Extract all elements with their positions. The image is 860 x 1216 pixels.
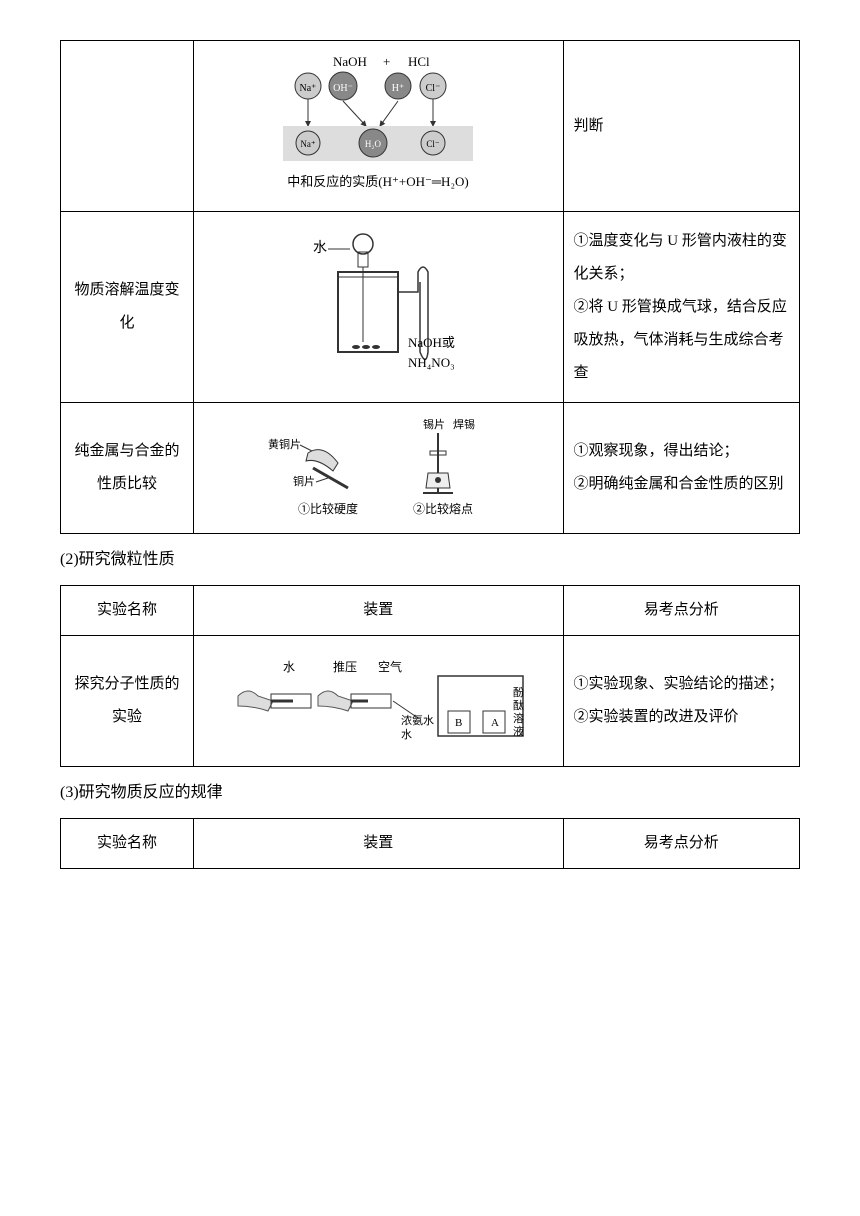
label-water: 水 [313, 240, 327, 256]
svg-text:B: B [455, 717, 462, 729]
label-naoh: NaOH [333, 54, 367, 69]
table-row-alloy: 纯金属与合金的性质比较 黄铜片 铜片 ①比较硬度 锡片 焊锡 ②比较熔点 ①观察… [61, 403, 800, 534]
table-header-row: 实验名称 装置 易考点分析 [61, 585, 800, 635]
table-row-dissolve: 物质溶解温度变化 水 NaOH或 NH₄NO₃ ①温度变化与 U 形管内液柱的变… [61, 212, 800, 403]
svg-text:水: 水 [283, 660, 295, 674]
svg-text:Na⁺: Na⁺ [300, 83, 317, 94]
label-substance-1: NaOH或 [408, 335, 455, 350]
row-label-empty [61, 41, 194, 212]
diagram-alloy: 黄铜片 铜片 ①比较硬度 锡片 焊锡 ②比较熔点 [194, 403, 564, 534]
svg-text:H₂O: H₂O [365, 139, 382, 149]
row-label-molecule: 探究分子性质的实验 [61, 635, 194, 766]
diagram-dissolve: 水 NaOH或 NH₄NO₃ [194, 212, 564, 403]
caption-neutralization: 中和反应的实质(H⁺+OH⁻═H₂O) [288, 174, 469, 189]
svg-text:A: A [491, 717, 499, 729]
svg-text:Cl⁻: Cl⁻ [427, 139, 441, 149]
header3-col1: 实验名称 [61, 818, 194, 868]
header-col3: 易考点分析 [563, 585, 799, 635]
svg-text:浓氨水: 浓氨水 [401, 714, 434, 727]
label-substance-2: NH₄NO₃ [408, 355, 455, 370]
svg-text:OH⁻: OH⁻ [333, 83, 353, 94]
label-plus: + [383, 54, 390, 69]
header-col2: 装置 [194, 585, 564, 635]
table-particles: 实验名称 装置 易考点分析 探究分子性质的实验 水 推压 空气 浓氨水 水 B [60, 585, 800, 767]
analysis-neutralization: 判断 [563, 41, 799, 212]
svg-text:Cl⁻: Cl⁻ [426, 83, 441, 94]
svg-text:溶: 溶 [513, 711, 524, 725]
svg-text:焊锡: 焊锡 [453, 417, 475, 431]
svg-text:黄铜片: 黄铜片 [268, 437, 301, 451]
header3-col3: 易考点分析 [563, 818, 799, 868]
svg-text:Na⁺: Na⁺ [301, 139, 316, 149]
table-reactions: 实验名称 装置 易考点分析 [60, 818, 800, 869]
svg-text:水: 水 [401, 728, 412, 741]
svg-text:空气: 空气 [378, 659, 402, 674]
svg-text:锡片: 锡片 [423, 417, 445, 431]
row-label-dissolve: 物质溶解温度变化 [61, 212, 194, 403]
svg-text:液: 液 [513, 724, 524, 738]
section2-title: (2)研究微粒性质 [60, 546, 800, 575]
svg-text:①比较硬度: ①比较硬度 [298, 501, 358, 516]
table-row-molecule: 探究分子性质的实验 水 推压 空气 浓氨水 水 B A 酚 [61, 635, 800, 766]
analysis-alloy: ①观察现象，得出结论； ②明确纯金属和合金性质的区别 [563, 403, 799, 534]
svg-text:推压: 推压 [333, 660, 357, 674]
row-label-alloy: 纯金属与合金的性质比较 [61, 403, 194, 534]
header-col1: 实验名称 [61, 585, 194, 635]
section3-title: (3)研究物质反应的规律 [60, 779, 800, 808]
diagram-molecule: 水 推压 空气 浓氨水 水 B A 酚 酞 溶 液 [194, 635, 564, 766]
diagram-neutralization: NaOH + HCl Na⁺ OH⁻ H⁺ Cl⁻ Na⁺ [194, 41, 564, 212]
svg-text:酞: 酞 [513, 698, 524, 712]
svg-text:铜片: 铜片 [293, 474, 315, 488]
table-header-row-3: 实验名称 装置 易考点分析 [61, 818, 800, 868]
svg-text:H⁺: H⁺ [392, 83, 405, 94]
analysis-dissolve: ①温度变化与 U 形管内液柱的变化关系； ②将 U 形管换成气球，结合反应吸放热… [563, 212, 799, 403]
header3-col2: 装置 [194, 818, 564, 868]
table-properties: NaOH + HCl Na⁺ OH⁻ H⁺ Cl⁻ Na⁺ [60, 40, 800, 534]
table-row-neutralization: NaOH + HCl Na⁺ OH⁻ H⁺ Cl⁻ Na⁺ [61, 41, 800, 212]
svg-text:酚: 酚 [513, 685, 524, 699]
svg-text:②比较熔点: ②比较熔点 [413, 501, 473, 516]
analysis-molecule: ①实验现象、实验结论的描述； ②实验装置的改进及评价 [563, 635, 799, 766]
label-hcl: HCl [408, 54, 430, 69]
